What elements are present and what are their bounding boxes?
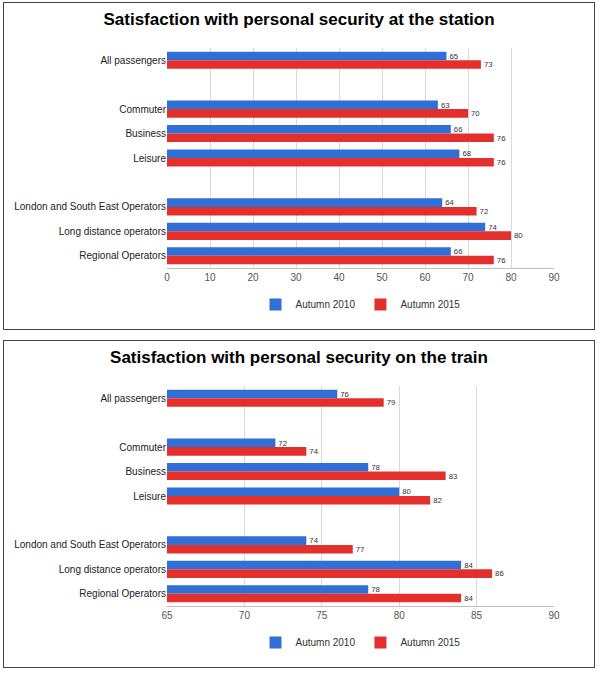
svg-text:Commuter: Commuter [119,442,166,453]
svg-text:Regional Operators: Regional Operators [79,250,166,261]
svg-text:74: 74 [309,536,318,545]
svg-text:85: 85 [471,610,483,621]
svg-text:73: 73 [484,60,493,69]
svg-text:90: 90 [548,272,560,283]
svg-text:40: 40 [333,272,345,283]
svg-text:76: 76 [497,134,506,143]
svg-text:Autumn 2015: Autumn 2015 [400,299,460,310]
svg-text:80: 80 [514,231,523,240]
svg-text:75: 75 [316,610,328,621]
svg-text:London and South East Operator: London and South East Operators [14,201,166,212]
svg-text:70: 70 [462,272,474,283]
svg-text:All passengers: All passengers [100,55,166,66]
svg-text:Leisure: Leisure [133,491,166,502]
svg-text:80: 80 [394,610,406,621]
svg-text:90: 90 [548,610,560,621]
svg-text:84: 84 [464,594,473,603]
svg-text:79: 79 [387,398,396,407]
svg-text:65: 65 [450,52,459,61]
svg-text:Long distance operators: Long distance operators [59,564,166,575]
svg-text:86: 86 [495,569,504,578]
svg-text:82: 82 [433,496,442,505]
svg-text:Leisure: Leisure [133,153,166,164]
svg-text:84: 84 [464,561,473,570]
svg-text:80: 80 [402,487,411,496]
svg-text:60: 60 [419,272,431,283]
svg-text:All passengers: All passengers [100,393,166,404]
svg-text:78: 78 [371,585,380,594]
svg-text:70: 70 [239,610,251,621]
svg-text:Business: Business [125,128,166,139]
svg-text:Long distance operators: Long distance operators [59,226,166,237]
svg-text:80: 80 [505,272,517,283]
svg-text:66: 66 [454,125,463,134]
svg-text:10: 10 [204,272,216,283]
svg-text:Autumn 2010: Autumn 2010 [296,637,356,648]
svg-text:Autumn 2010: Autumn 2010 [296,299,356,310]
svg-text:74: 74 [309,447,318,456]
svg-text:66: 66 [454,247,463,256]
svg-text:83: 83 [449,472,458,481]
svg-text:65: 65 [161,610,173,621]
svg-text:72: 72 [480,207,489,216]
svg-text:Satisfaction with personal sec: Satisfaction with personal security at t… [103,10,494,29]
svg-text:50: 50 [376,272,388,283]
svg-text:64: 64 [445,198,454,207]
svg-text:78: 78 [371,463,380,472]
svg-text:77: 77 [356,545,365,554]
svg-text:68: 68 [462,149,471,158]
svg-text:70: 70 [471,109,480,118]
svg-text:72: 72 [278,439,287,448]
svg-text:76: 76 [340,390,349,399]
svg-text:London and South East Operator: London and South East Operators [14,539,166,550]
svg-text:76: 76 [497,256,506,265]
svg-text:Satisfaction with personal sec: Satisfaction with personal security on t… [110,348,488,367]
svg-text:Autumn 2015: Autumn 2015 [400,637,460,648]
svg-text:Regional Operators: Regional Operators [79,588,166,599]
svg-text:Business: Business [125,466,166,477]
svg-text:76: 76 [497,158,506,167]
svg-text:74: 74 [488,223,497,232]
svg-text:0: 0 [164,272,170,283]
svg-text:30: 30 [290,272,302,283]
svg-text:Commuter: Commuter [119,104,166,115]
svg-text:63: 63 [441,101,450,110]
svg-text:20: 20 [247,272,259,283]
